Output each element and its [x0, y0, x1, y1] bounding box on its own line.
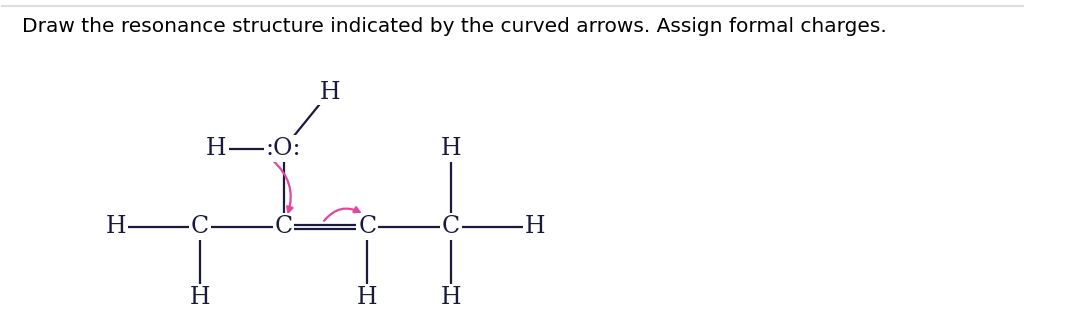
Text: C: C: [442, 215, 460, 238]
Text: :O:: :O:: [265, 137, 302, 160]
Text: H: H: [206, 137, 227, 160]
Text: H: H: [441, 137, 462, 160]
Text: H: H: [189, 286, 209, 309]
Text: H: H: [357, 286, 378, 309]
Text: Draw the resonance structure indicated by the curved arrows. Assign formal charg: Draw the resonance structure indicated b…: [21, 17, 886, 36]
Text: H: H: [319, 80, 339, 104]
Text: H: H: [105, 215, 126, 238]
Text: C: C: [275, 215, 292, 238]
Text: H: H: [525, 215, 546, 238]
Text: H: H: [441, 286, 462, 309]
Text: C: C: [190, 215, 208, 238]
Text: C: C: [359, 215, 376, 238]
